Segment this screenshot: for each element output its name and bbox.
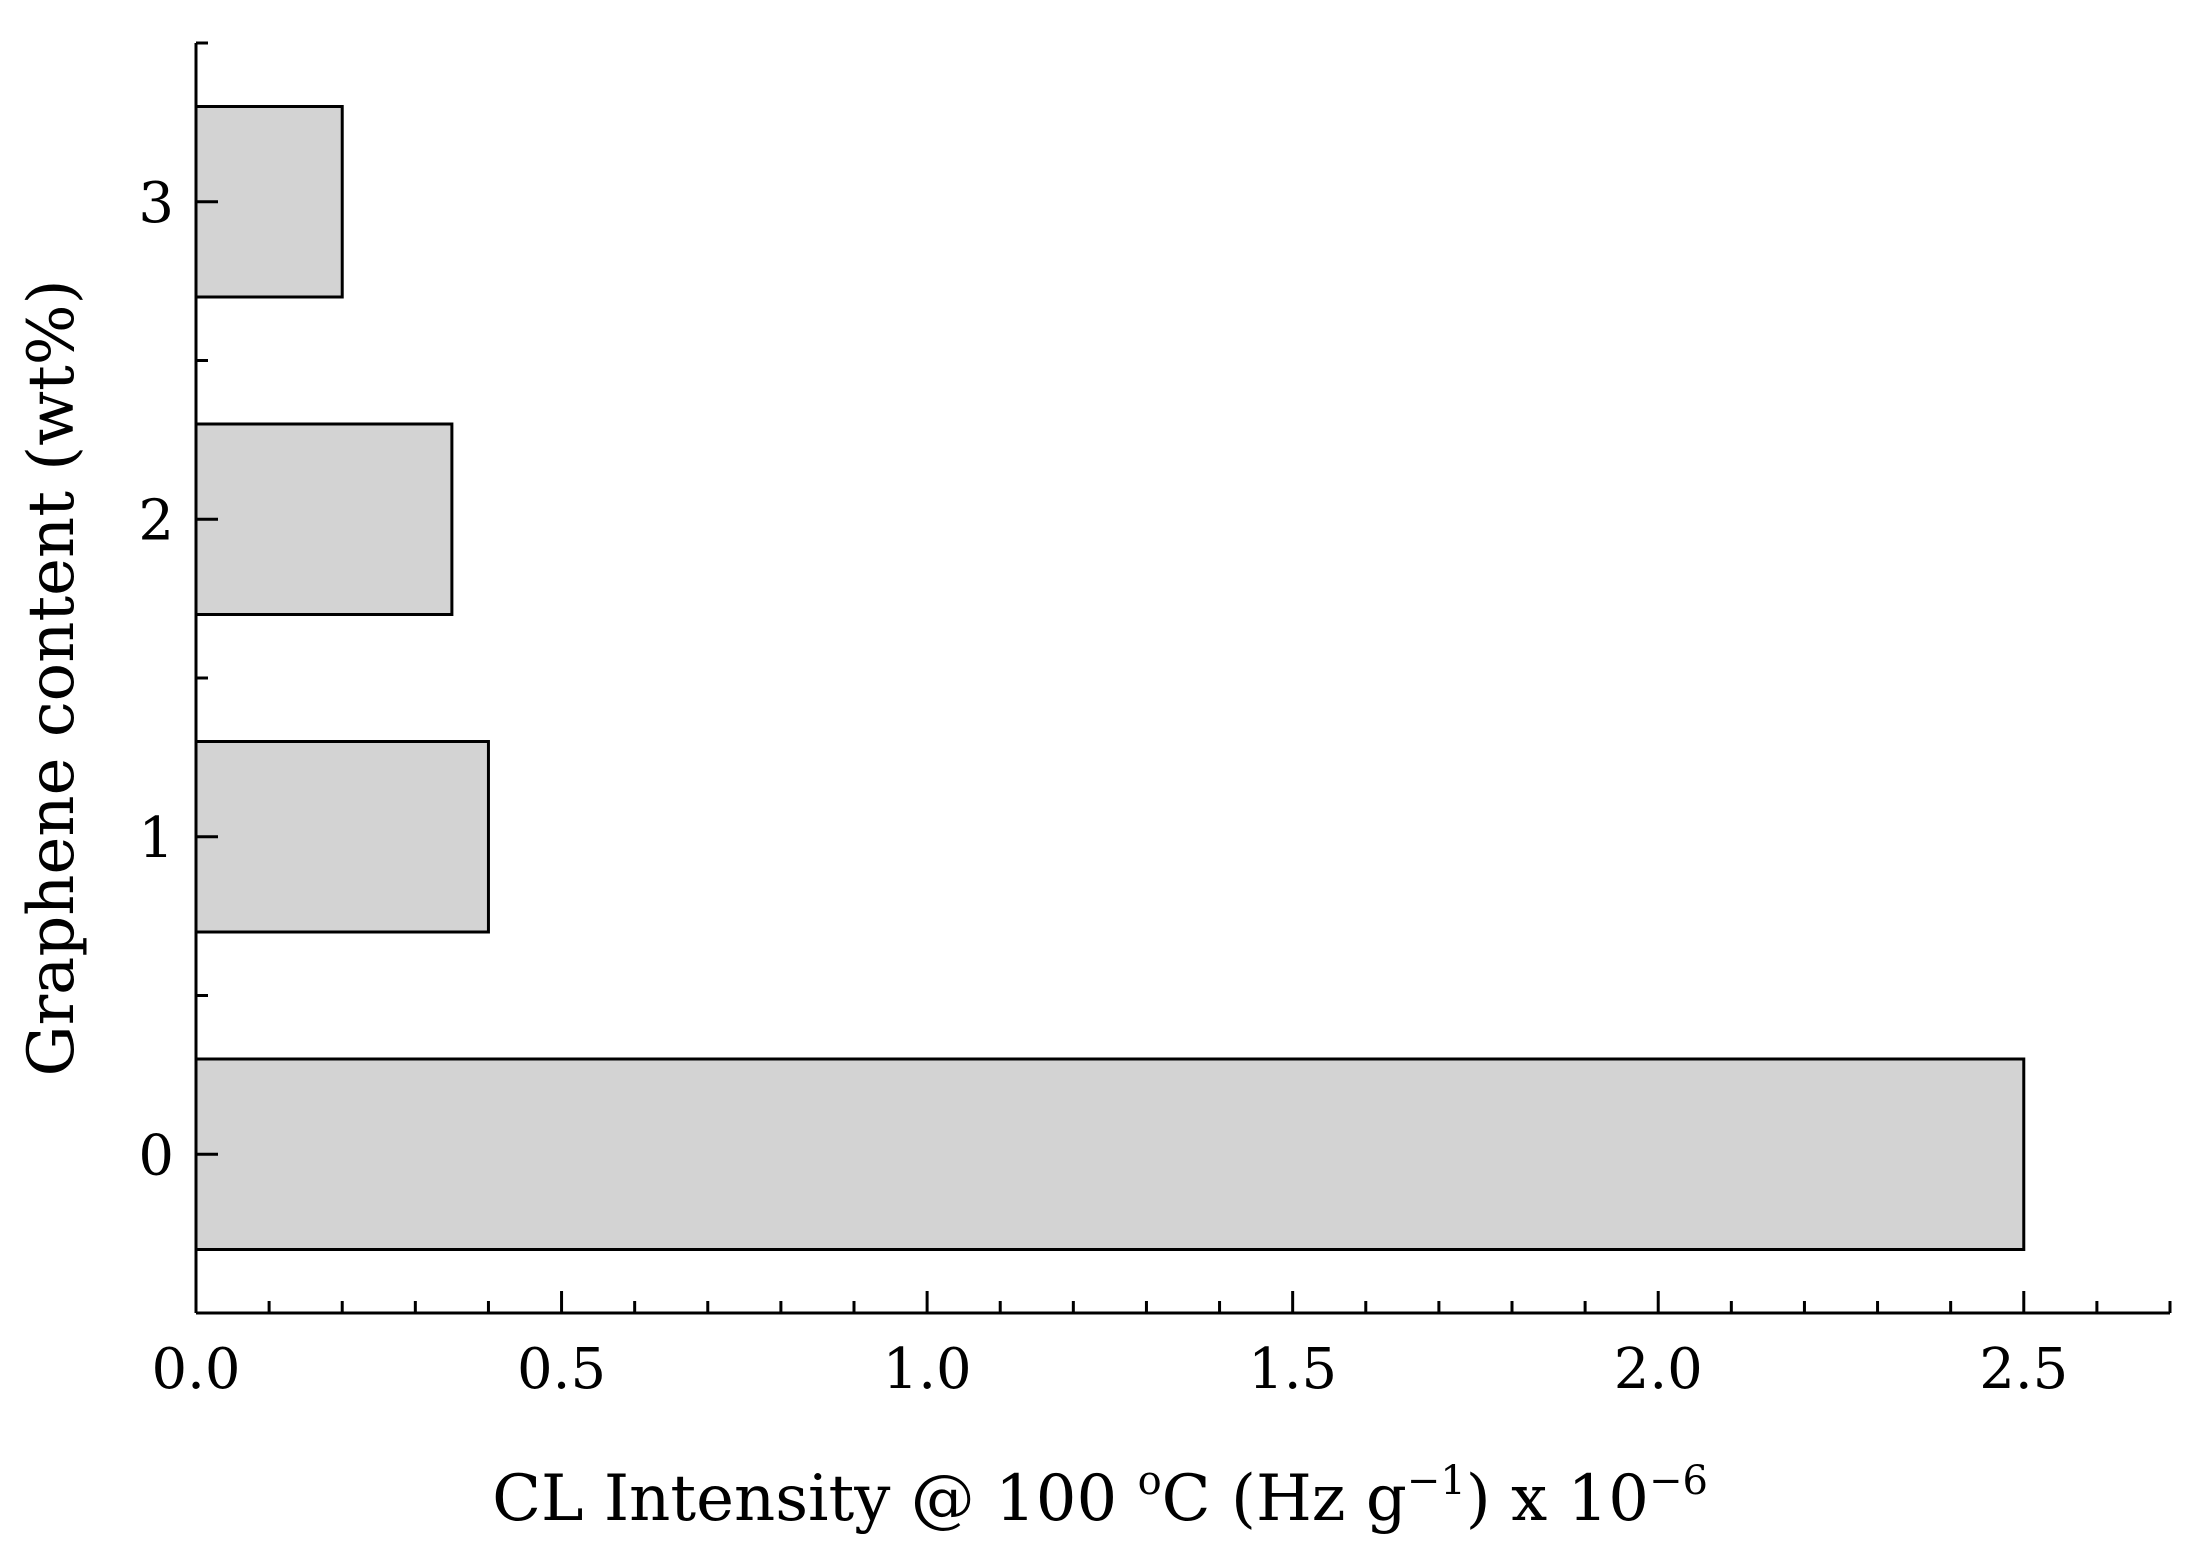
- y-tick-label: 2: [138, 488, 174, 553]
- x-axis-title: CL Intensity @ 100 oC (Hz g−1) x 10−6: [492, 1458, 1708, 1536]
- y-axis-title: Graphene content (wt%): [15, 279, 89, 1076]
- bar-1-wt: [194, 740, 490, 934]
- x-tick-label: 0.0: [151, 1337, 240, 1402]
- x-tick-label: 1.0: [883, 1337, 972, 1402]
- x-axis-title-prefix: CL Intensity @ 100: [492, 1462, 1138, 1536]
- bar-3-wt: [194, 105, 344, 299]
- x-tick-label: 2.0: [1614, 1337, 1703, 1402]
- x-tick-label: 1.5: [1248, 1337, 1337, 1402]
- bar-2-wt: [194, 422, 454, 616]
- y-tick-label: 0: [138, 1123, 174, 1188]
- y-tick-label: 3: [138, 171, 174, 236]
- x-axis-title-unit-close: ) x 10: [1466, 1462, 1649, 1536]
- y-tick-label: 1: [138, 806, 174, 871]
- labels-layer: 0.0 0.5 1.0 1.5 2.0 2.5 0 1 2 3: [138, 171, 2068, 1402]
- x-tick-label: 0.5: [517, 1337, 606, 1402]
- ticks-layer: [194, 41, 2172, 1313]
- bars-layer: [194, 105, 2026, 1251]
- x-tick-label: 2.5: [1979, 1337, 2068, 1402]
- x-axis-title-exponent: −1: [1407, 1458, 1466, 1504]
- x-axis-title-unit: C (Hz g: [1162, 1462, 1407, 1536]
- bar-0-wt: [194, 1057, 2026, 1251]
- x-axis-title-degree: o: [1138, 1458, 1162, 1504]
- x-axis-title-scale-exponent: −6: [1649, 1458, 1708, 1504]
